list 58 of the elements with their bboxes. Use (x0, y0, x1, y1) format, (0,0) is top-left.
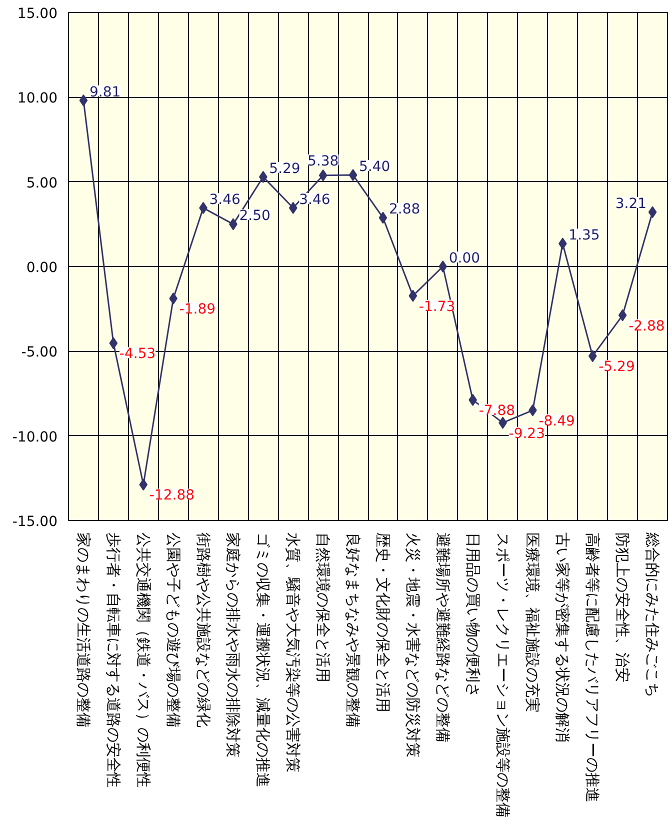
data-label: -9.23 (508, 426, 546, 442)
data-label: -1.73 (418, 298, 456, 315)
x-tick-label: 歩行者・自転車に対する道路の安全性 (104, 532, 122, 788)
data-label: -1.89 (179, 302, 216, 318)
data-label: 3.46 (299, 192, 330, 208)
point (348, 169, 358, 182)
x-tick-label: 良好なまちなみや景観の整備 (344, 532, 362, 728)
data-label: -5.29 (598, 359, 635, 376)
data-label: 3.21 (615, 196, 647, 212)
data-label: -12.88 (149, 488, 195, 504)
x-tick-label: ゴミの収集・運搬状況、減量化の推進 (254, 532, 272, 788)
x-tick-label: 自然環境の保全と活用 (314, 532, 332, 682)
x-tick-label: 家庭からの排水や雨水の排除対策 (224, 532, 242, 758)
x-tick-label: 医療環境、福祉施設の充実 (524, 532, 542, 712)
point (588, 350, 597, 362)
data-label: 9.81 (89, 84, 121, 100)
x-tick-label: 家のまわりの生活道路の整備 (74, 532, 92, 728)
x-tick-label: 高齢者等に配慮したバリアフリーの推進 (584, 532, 602, 802)
x-tick-label: 公園や子どもの遊び場の整備 (164, 532, 182, 728)
x-tick-label: 公共交通機関（鉄道・バス）の利便性 (134, 532, 152, 788)
point (438, 260, 448, 272)
y-tick-label: 5.00 (26, 175, 58, 192)
point (648, 206, 657, 218)
data-label: 2.50 (239, 208, 270, 224)
x-tick-label: 水質、騒音や大気汚染等の公害対策 (284, 532, 302, 772)
data-label: 5.29 (269, 160, 300, 177)
point (408, 290, 418, 302)
data-label: 5.40 (359, 159, 390, 176)
point (288, 202, 298, 214)
point (109, 337, 118, 350)
x-tick-label: 総合的にみた住みごこち (644, 532, 662, 698)
data-label: 0.00 (448, 250, 480, 266)
x-tick-label: スポーツ・レクリエーション施設等の整備 (494, 532, 512, 818)
data-label: -4.53 (119, 346, 156, 362)
x-tick-label: 防犯上の安全性、治安 (614, 532, 632, 682)
data-label: 3.46 (209, 192, 241, 208)
y-tick-label: -5.00 (21, 344, 58, 361)
data-label: 2.88 (388, 202, 420, 218)
y-tick-label: 0.00 (26, 260, 58, 276)
point (318, 169, 328, 182)
point (139, 478, 148, 491)
y-tick-label: 10.00 (17, 90, 58, 107)
x-tick-label: 火災・地震・水害などの防災対策 (404, 532, 422, 758)
x-tick-label: 古い家等が密集する状況の解消 (554, 532, 572, 742)
x-tick-label: 避難場所や避難経路などの整備 (434, 532, 452, 742)
data-label: -2.88 (628, 318, 665, 334)
y-tick-label: 15.00 (17, 6, 58, 22)
point (79, 94, 88, 106)
y-tick-label: -10.00 (12, 429, 58, 446)
x-tick-label: 歴史・文化財の保全と活用 (374, 532, 392, 712)
data-label: 5.38 (307, 153, 339, 170)
x-tick-label: 街路樹や公共施設などの緑化 (194, 532, 212, 728)
x-tick-label: 日用品の買い物の便利さ (464, 532, 482, 698)
point (378, 212, 388, 224)
data-label: -7.88 (478, 402, 516, 419)
data-label: 1.35 (568, 228, 600, 244)
point (618, 309, 627, 322)
y-tick-label: -15.00 (12, 514, 58, 530)
